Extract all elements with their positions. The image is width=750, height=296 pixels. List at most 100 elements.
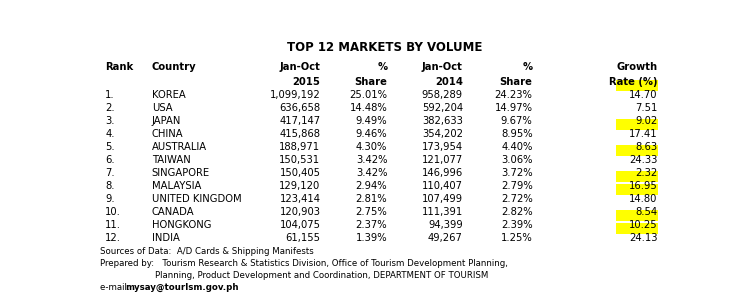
Text: 107,499: 107,499 [422, 194, 463, 204]
Text: 14.80: 14.80 [629, 194, 658, 204]
Text: HONGKONG: HONGKONG [152, 220, 211, 230]
Text: 3.72%: 3.72% [501, 168, 532, 178]
Text: 2.39%: 2.39% [501, 220, 532, 230]
Text: 14.48%: 14.48% [350, 103, 387, 113]
Text: 11.: 11. [105, 220, 122, 230]
Text: JAPAN: JAPAN [152, 116, 182, 126]
Text: 129,120: 129,120 [279, 181, 320, 191]
Text: 14.70: 14.70 [629, 90, 658, 100]
Text: %: % [523, 62, 532, 72]
Text: 9.46%: 9.46% [356, 129, 387, 139]
Text: 24.13: 24.13 [629, 233, 658, 243]
Text: 2.75%: 2.75% [356, 207, 387, 217]
Text: TOP 12 MARKETS BY VOLUME: TOP 12 MARKETS BY VOLUME [286, 41, 482, 54]
Text: 2.: 2. [105, 103, 115, 113]
Text: 9.02: 9.02 [635, 116, 658, 126]
Text: Rank: Rank [105, 62, 134, 72]
Text: 2.79%: 2.79% [501, 181, 532, 191]
Text: Prepared by:   Tourism Research & Statistics Division, Office of Tourism Develop: Prepared by: Tourism Research & Statisti… [100, 259, 508, 268]
Text: UNITED KINGDOM: UNITED KINGDOM [152, 194, 242, 204]
Text: 10.25: 10.25 [629, 220, 658, 230]
Text: AUSTRALIA: AUSTRALIA [152, 142, 207, 152]
Text: SINGAPORE: SINGAPORE [152, 168, 210, 178]
Text: 17.41: 17.41 [629, 129, 658, 139]
Text: 7.51: 7.51 [635, 103, 658, 113]
Text: 61,155: 61,155 [286, 233, 320, 243]
Text: 2.94%: 2.94% [356, 181, 387, 191]
Text: Country: Country [152, 62, 196, 72]
Text: 4.: 4. [105, 129, 115, 139]
Text: 1.25%: 1.25% [501, 233, 532, 243]
Bar [616, 223, 658, 234]
Bar [616, 145, 658, 156]
Text: 7.: 7. [105, 168, 115, 178]
Text: 417,147: 417,147 [279, 116, 320, 126]
Text: Sources of Data:  A/D Cards & Shipping Manifests: Sources of Data: A/D Cards & Shipping Ma… [100, 247, 314, 256]
Text: 2.81%: 2.81% [356, 194, 387, 204]
Text: %: % [377, 62, 387, 72]
Text: 3.42%: 3.42% [356, 155, 387, 165]
Bar [616, 81, 658, 91]
Text: 2.32: 2.32 [635, 168, 658, 178]
Text: 110,407: 110,407 [422, 181, 463, 191]
Text: 3.06%: 3.06% [501, 155, 532, 165]
Text: 121,077: 121,077 [422, 155, 463, 165]
Text: 10.: 10. [105, 207, 122, 217]
Text: Jan-Oct: Jan-Oct [280, 62, 320, 72]
Text: 49,267: 49,267 [428, 233, 463, 243]
Text: TAIWAN: TAIWAN [152, 155, 190, 165]
Text: Growth: Growth [616, 62, 658, 72]
Text: 188,971: 188,971 [279, 142, 320, 152]
Text: 146,996: 146,996 [422, 168, 463, 178]
Text: 3.42%: 3.42% [356, 168, 387, 178]
Text: 111,391: 111,391 [422, 207, 463, 217]
Text: 8.: 8. [105, 181, 115, 191]
Text: Share: Share [500, 77, 532, 86]
Text: Rate (%): Rate (%) [609, 77, 658, 86]
Text: 2.82%: 2.82% [501, 207, 532, 217]
Text: 4.40%: 4.40% [501, 142, 532, 152]
Bar [616, 184, 658, 195]
Text: 94,399: 94,399 [428, 220, 463, 230]
Text: 12.: 12. [105, 233, 122, 243]
Text: 9.49%: 9.49% [356, 116, 387, 126]
Text: 104,075: 104,075 [280, 220, 320, 230]
Text: 8.63: 8.63 [635, 142, 658, 152]
Text: 123,414: 123,414 [280, 194, 320, 204]
Text: 5.: 5. [105, 142, 115, 152]
Text: Planning, Product Development and Coordination, DEPARTMENT OF TOURISM: Planning, Product Development and Coordi… [100, 271, 488, 280]
Text: 9.67%: 9.67% [501, 116, 532, 126]
Text: mysay@tourlsm.gov.ph: mysay@tourlsm.gov.ph [125, 283, 238, 292]
Text: 636,658: 636,658 [279, 103, 320, 113]
Text: 8.95%: 8.95% [501, 129, 532, 139]
Text: 415,868: 415,868 [280, 129, 320, 139]
Text: 1,099,192: 1,099,192 [270, 90, 320, 100]
Text: Share: Share [355, 77, 387, 86]
Text: Jan-Oct: Jan-Oct [422, 62, 463, 72]
Text: 3.: 3. [105, 116, 115, 126]
Text: MALAYSIA: MALAYSIA [152, 181, 201, 191]
Text: 150,405: 150,405 [280, 168, 320, 178]
Text: 16.95: 16.95 [628, 181, 658, 191]
Text: USA: USA [152, 103, 172, 113]
Text: 2015: 2015 [292, 77, 320, 86]
Text: 150,531: 150,531 [279, 155, 320, 165]
Text: CHINA: CHINA [152, 129, 184, 139]
Text: 2.72%: 2.72% [501, 194, 532, 204]
Text: 24.23%: 24.23% [495, 90, 532, 100]
Text: KOREA: KOREA [152, 90, 186, 100]
Text: 8.54: 8.54 [635, 207, 658, 217]
Text: 6.: 6. [105, 155, 115, 165]
Text: 958,289: 958,289 [422, 90, 463, 100]
Text: 173,954: 173,954 [422, 142, 463, 152]
Text: INDIA: INDIA [152, 233, 180, 243]
Text: CANADA: CANADA [152, 207, 194, 217]
Text: 120,903: 120,903 [280, 207, 320, 217]
Text: 382,633: 382,633 [422, 116, 463, 126]
Bar [616, 210, 658, 221]
Bar [616, 120, 658, 130]
Text: 25.01%: 25.01% [350, 90, 387, 100]
Text: 354,202: 354,202 [422, 129, 463, 139]
Text: 14.97%: 14.97% [494, 103, 532, 113]
Text: e-mail:: e-mail: [100, 283, 135, 292]
